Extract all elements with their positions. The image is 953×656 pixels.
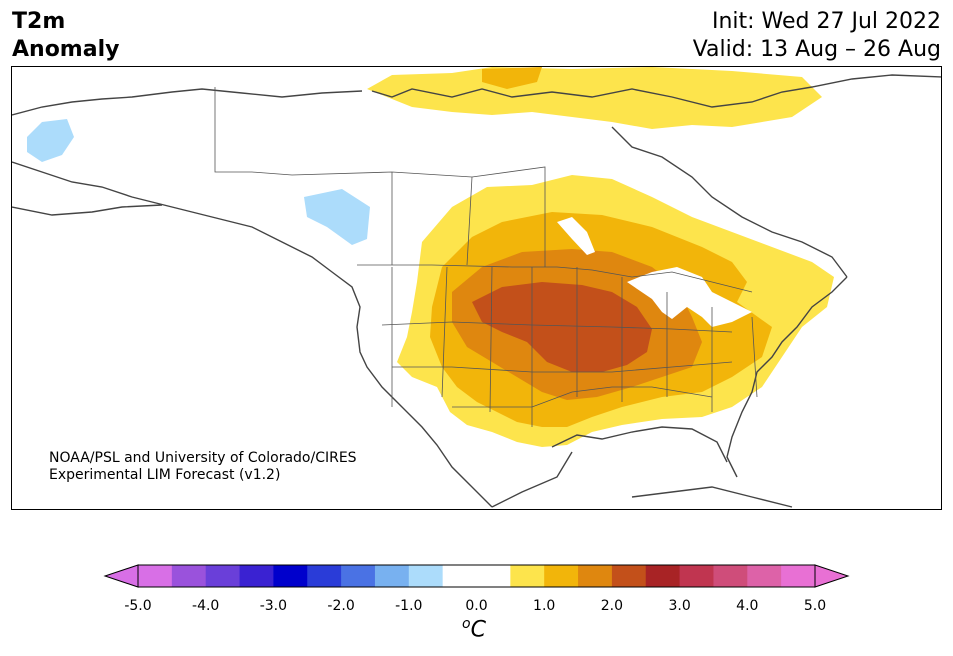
unit-degree: o: [462, 616, 471, 632]
unit-celsius: C: [470, 617, 486, 643]
colorbar-bin: [239, 565, 274, 587]
colorbar-tick-label: -5.0: [124, 598, 152, 614]
colorbar-bin: [408, 565, 444, 587]
colorbar-bin: [171, 565, 207, 587]
colorbar-tick-label: -2.0: [327, 598, 355, 614]
credit-line-1: NOAA/PSL and University of Colorado/CIRE…: [49, 450, 357, 466]
colorbar-bin: [510, 565, 545, 587]
anomaly-region-cool-alaska: [27, 119, 74, 162]
colorbar-bin: [645, 565, 681, 587]
colorbar-unit: oC: [462, 616, 486, 642]
anomaly-region-hot: [472, 282, 652, 372]
map-title: T2m Anomaly: [12, 8, 119, 64]
colorbar-bin: [374, 565, 410, 587]
data-credit: NOAA/PSL and University of Colorado/CIRE…: [49, 450, 357, 484]
credit-line-2: Experimental LIM Forecast (v1.2): [49, 467, 281, 483]
lake-winnipeg: [557, 217, 595, 255]
anomaly-region-arctic: [367, 67, 822, 129]
colorbar-bin: [747, 565, 782, 587]
colorbar-tick-labels: -5.0 -4.0 -3.0 -2.0 -1.0 0.0 1.0 2.0 3.0 4.0 5.0: [0, 598, 953, 618]
title-line-1: T2m: [12, 9, 66, 34]
colorbar-bin: [679, 565, 714, 587]
coastlines: [12, 74, 941, 508]
colorbar-tick-label: -3.0: [259, 598, 288, 614]
colorbar-outline: [137, 564, 816, 588]
anomaly-region-arctic-orange: [482, 67, 542, 89]
great-lakes: [627, 267, 752, 327]
colorbar-bin: [713, 565, 748, 587]
colorbar-bin: [544, 565, 579, 587]
colorbar-tick-label: -1.0: [395, 598, 423, 614]
map-panel: [11, 66, 942, 510]
colorbar-tick-label: 2.0: [600, 598, 624, 614]
colorbar-tick-label: 5.0: [803, 598, 827, 614]
colorbar-tick-label: 4.0: [736, 598, 759, 614]
colorbar-bin: [578, 565, 613, 587]
colorbar-bin: [341, 565, 376, 587]
colorbar: [103, 564, 850, 588]
colorbar-bin: [205, 565, 241, 587]
colorbar-overflow-arrow: [814, 564, 850, 588]
init-date: Init: Wed 27 Jul 2022: [711, 9, 941, 34]
colorbar-bin: [781, 565, 816, 587]
borders: [214, 87, 758, 427]
colorbar-underflow-arrow: [103, 564, 139, 588]
colorbar-bin: [273, 565, 308, 587]
colorbar-tick-label: -4.0: [192, 598, 220, 614]
colorbar-tick-label: 1.0: [533, 598, 556, 614]
colorbar-bin: [442, 565, 477, 587]
title-line-2: Anomaly: [12, 37, 120, 62]
anomaly-region-cool-bc: [304, 189, 370, 245]
colorbar-bin: [138, 565, 173, 587]
colorbar-bin: [307, 565, 342, 587]
colorbar-bins: [138, 565, 816, 587]
anomaly-map: [12, 67, 941, 508]
valid-range: Valid: 13 Aug – 26 Aug: [692, 37, 941, 62]
colorbar-tick-label: 0.0: [465, 598, 488, 614]
forecast-dates: Init: Wed 27 Jul 2022 Valid: 13 Aug – 26…: [693, 8, 941, 64]
colorbar-tick-label: 3.0: [668, 598, 691, 614]
colorbar-bin: [476, 565, 511, 587]
colorbar-bin: [611, 565, 647, 587]
